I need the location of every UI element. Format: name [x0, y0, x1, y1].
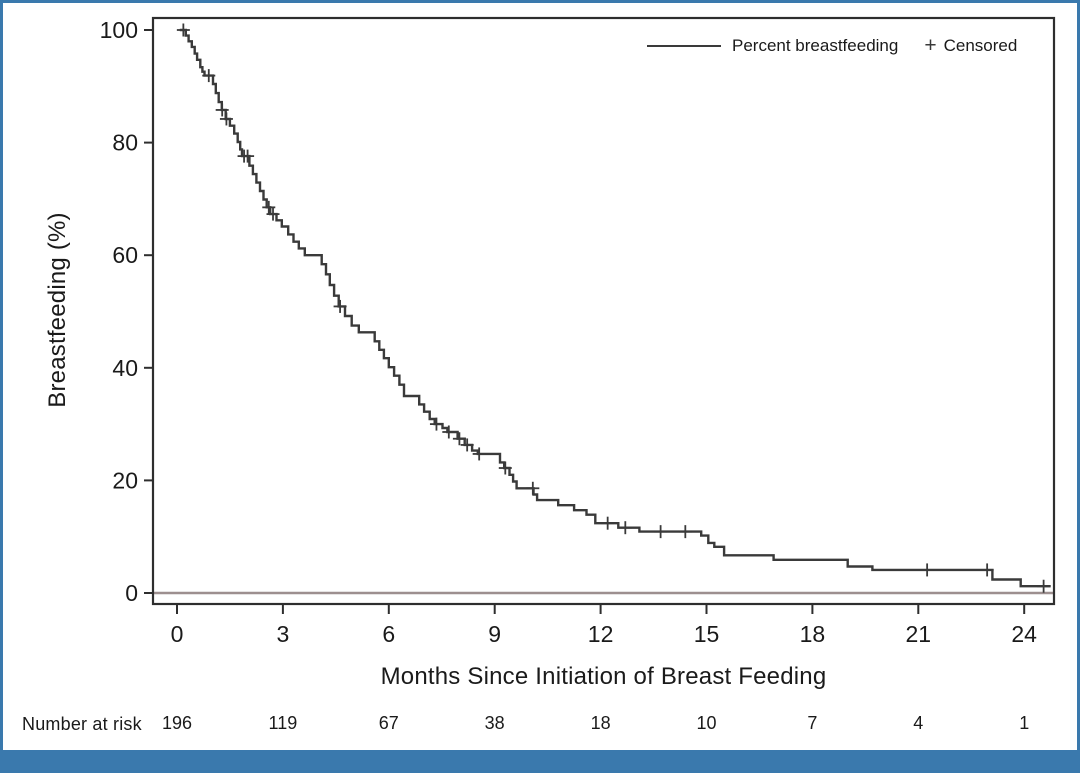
risk-values: 196 119 67 38 18 10 7 4 1 [162, 713, 1029, 733]
risk-count: 67 [379, 713, 399, 733]
bottom-blue-bar [3, 750, 1077, 770]
axes: 0 20 40 60 80 100 0 3 6 9 12 15 18 21 24 [100, 17, 1038, 647]
legend-censored-label: Censored [943, 36, 1018, 55]
y-tick-label: 20 [112, 467, 138, 493]
risk-count: 7 [807, 713, 817, 733]
legend-series-label: Percent breastfeeding [732, 36, 899, 55]
risk-count: 196 [162, 713, 192, 733]
x-tick-label: 12 [588, 621, 614, 647]
y-tick-label: 40 [112, 355, 138, 381]
y-tick-label: 80 [112, 130, 138, 156]
risk-count: 38 [485, 713, 505, 733]
x-tick-label: 21 [906, 621, 932, 647]
km-curve [179, 28, 1051, 588]
censored-marks [176, 23, 1051, 593]
risk-count: 10 [696, 713, 716, 733]
risk-count: 4 [913, 713, 923, 733]
y-tick-label: 0 [125, 580, 138, 606]
risk-count: 1 [1019, 713, 1029, 733]
risk-count: 119 [269, 713, 298, 733]
legend-line-swatch [647, 45, 721, 47]
x-axis-title: Months Since Initiation of Breast Feedin… [380, 663, 827, 690]
x-tick-label: 18 [800, 621, 826, 647]
risk-count: 18 [591, 713, 611, 733]
x-tick-label: 3 [277, 621, 290, 647]
plot-frame [151, 16, 1056, 606]
y-axis-title: Breastfeeding (%) [44, 212, 71, 408]
y-tick-label: 100 [100, 17, 138, 43]
x-tick-label: 0 [171, 621, 184, 647]
x-tick-label: 24 [1011, 621, 1037, 647]
legend: Percent breastfeeding + Censored [647, 34, 1017, 58]
number-at-risk-label: Number at risk [22, 714, 142, 734]
x-tick-label: 15 [694, 621, 720, 647]
censored-plus-icon: + [924, 34, 937, 57]
x-tick-label: 9 [488, 621, 501, 647]
x-tick-label: 6 [382, 621, 395, 647]
y-tick-label: 60 [112, 242, 138, 268]
